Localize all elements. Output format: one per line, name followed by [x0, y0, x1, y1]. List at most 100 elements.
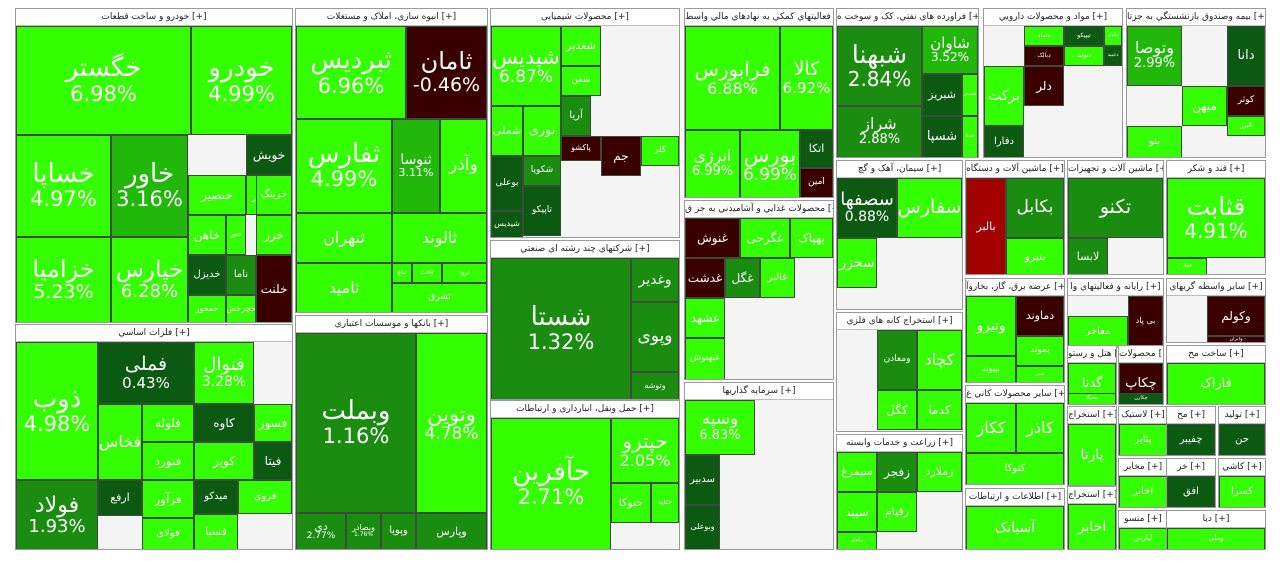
- sector-header[interactable]: فلزات اساسي [+]: [16, 325, 292, 342]
- stock-tile[interactable]: خاور 3.16%: [111, 135, 188, 237]
- sector-header[interactable]: فراورده هاي نفتي، کک و سوخت ه [+]: [837, 9, 978, 26]
- sector-header[interactable]: استخراج [+]: [1068, 487, 1116, 504]
- stock-tile[interactable]: بی پاد: [1128, 296, 1163, 346]
- stock-tile[interactable]: زقیام: [877, 492, 917, 532]
- stock-tile[interactable]: فولاد 1.93%: [16, 480, 98, 549]
- stock-tile[interactable]: دماوند: [1016, 296, 1064, 336]
- stock-tile[interactable]: خنصیر: [188, 175, 246, 215]
- stock-tile[interactable]: بنیرو: [1006, 238, 1064, 274]
- stock-tile[interactable]: دکوثر: [1104, 26, 1122, 46]
- stock-tile[interactable]: فسوز: [254, 404, 292, 442]
- sector-header[interactable]: منسو [+]: [1119, 511, 1167, 528]
- stock-tile[interactable]: خودرو 4.99%: [191, 26, 292, 135]
- stock-tile[interactable]: میهن: [1182, 86, 1227, 126]
- sector-header[interactable]: محصولات [+]: [1119, 346, 1163, 363]
- sector-header[interactable]: کاشي [+]: [1219, 459, 1265, 476]
- stock-tile[interactable]: ومعادن: [877, 330, 917, 390]
- stock-tile[interactable]: غشهد: [685, 298, 725, 338]
- stock-tile[interactable]: کلر: [641, 136, 679, 166]
- stock-tile[interactable]: قجار: [1167, 258, 1207, 274]
- stock-tile[interactable]: فیتا: [254, 442, 292, 480]
- stock-tile[interactable]: دتماد: [1024, 26, 1064, 46]
- stock-tile[interactable]: زملارد: [917, 452, 962, 492]
- sector-header[interactable]: خر [+]: [1167, 459, 1215, 476]
- stock-tile[interactable]: خچرخش: [226, 295, 256, 322]
- stock-tile[interactable]: وملی: [1167, 528, 1265, 549]
- stock-tile[interactable]: زکوثر: [837, 532, 877, 549]
- stock-tile[interactable]: غگل: [725, 258, 760, 298]
- sector-header[interactable]: ماشین آلات و تجهیزات [+]: [1068, 161, 1163, 178]
- stock-tile[interactable]: قثابت 4.91%: [1167, 178, 1265, 258]
- stock-tile[interactable]: وتوصا 2.99%: [1127, 26, 1182, 86]
- stock-tile[interactable]: وبوعلی: [685, 505, 720, 549]
- sector-header[interactable]: زراعت و خدمات وابسته [+]: [837, 435, 962, 452]
- sector-header[interactable]: بانکها و موسسات اعتباري [+]: [296, 316, 487, 333]
- stock-tile[interactable]: شراز 2.88%: [837, 106, 922, 157]
- sector-header[interactable]: شرکتهاي چند رشته اي صنعتي [+]: [491, 241, 679, 258]
- stock-tile[interactable]: فرآور: [142, 480, 194, 518]
- stock-tile[interactable]: وبملت 1.16%: [296, 333, 416, 513]
- stock-tile[interactable]: وپوی: [631, 302, 679, 372]
- sector-header[interactable]: عرضه برق، گاز، بخاروآ [+]: [966, 279, 1064, 296]
- stock-tile[interactable]: کوثر: [1227, 86, 1265, 116]
- stock-tile[interactable]: شفن: [561, 66, 601, 96]
- sector-header[interactable]: بیمه وصندوق بازنشستگي به جزتا [+]: [1127, 9, 1265, 26]
- stock-tile[interactable]: وغدیر: [631, 258, 679, 302]
- stock-tile[interactable]: وبصادر 1.76%: [346, 513, 381, 549]
- stock-tile[interactable]: دفارا: [984, 126, 1024, 157]
- stock-tile[interactable]: ثرود: [442, 263, 487, 283]
- sector-header[interactable]: سیمان، آهک و گچ [+]: [837, 161, 962, 178]
- sector-header[interactable]: دیا [+]: [1167, 511, 1265, 528]
- stock-tile[interactable]: کتوکا: [966, 453, 1064, 484]
- stock-tile[interactable]: سفارس: [897, 178, 962, 238]
- sector-header[interactable]: مح [+]: [1167, 407, 1215, 424]
- stock-tile[interactable]: ذوب 4.98%: [16, 342, 98, 480]
- sector-header[interactable]: انبوه سازي، املاک و مستغلات [+]: [296, 9, 487, 26]
- stock-tile[interactable]: وتوین 4.78%: [416, 333, 487, 513]
- stock-tile[interactable]: فولای: [142, 518, 194, 549]
- stock-tile[interactable]: وتوشه: [631, 372, 679, 399]
- stock-tile[interactable]: حآفرین 2.71%: [491, 418, 611, 549]
- sector-header[interactable]: محصولات غذايي و آشاميدني به جز ق [+]: [685, 201, 833, 218]
- stock-tile[interactable]: ثتهران: [296, 213, 392, 263]
- stock-tile[interactable]: شیدیس: [491, 211, 523, 237]
- stock-tile[interactable]: جم: [601, 136, 641, 176]
- stock-tile[interactable]: شبندر: [962, 74, 978, 116]
- stock-tile[interactable]: دلر: [1024, 66, 1064, 106]
- sector-header[interactable]: تولید [+]: [1219, 407, 1265, 424]
- stock-tile[interactable]: کویر: [194, 442, 254, 480]
- stock-tile[interactable]: حتاید: [651, 483, 679, 523]
- stock-tile[interactable]: پارتا: [1068, 424, 1116, 485]
- sector-header[interactable]: اطلاعات و ارتباطات [+]: [966, 489, 1064, 506]
- stock-tile[interactable]: سپید: [837, 492, 877, 532]
- stock-tile[interactable]: فملی 0.43%: [98, 342, 194, 404]
- stock-tile[interactable]: ککاز: [966, 403, 1016, 453]
- stock-tile[interactable]: بکابل: [1006, 178, 1064, 238]
- sector-header[interactable]: هتل و رستو [+]: [1068, 346, 1116, 363]
- stock-tile[interactable]: شسپا: [922, 116, 962, 157]
- stock-tile[interactable]: وکولم: [1207, 296, 1265, 336]
- stock-tile[interactable]: غگرجی: [740, 218, 790, 258]
- sector-header[interactable]: استخراج کانه هاي فلزي [+]: [837, 313, 962, 330]
- sector-header[interactable]: ماشین آلات و دستگاه [+]: [966, 161, 1064, 178]
- sector-header[interactable]: مواد و محصولات دارويي [+]: [984, 9, 1122, 26]
- stock-tile[interactable]: تاپیکو: [523, 186, 561, 236]
- sector-header[interactable]: استخراج [+]: [1068, 407, 1116, 424]
- sector-header[interactable]: حمل ونقل، انبارداري و ارتباطات [+]: [491, 401, 679, 418]
- stock-tile[interactable]: فنوال 3.28%: [194, 342, 254, 404]
- stock-tile[interactable]: خساپا 4.97%: [16, 135, 111, 237]
- stock-tile[interactable]: خرینگ: [256, 175, 292, 215]
- stock-tile[interactable]: غالبر: [760, 258, 795, 298]
- stock-tile[interactable]: بوعلی: [491, 156, 523, 211]
- stock-tile[interactable]: نوری: [523, 106, 561, 156]
- stock-tile[interactable]: اخابر: [1068, 504, 1116, 549]
- stock-tile[interactable]: وپویا: [381, 513, 416, 549]
- stock-tile[interactable]: خگستر 6.98%: [16, 26, 191, 135]
- sector-header[interactable]: سایر واسطه گریهاي [+]: [1167, 279, 1265, 296]
- stock-tile[interactable]: ثامید: [296, 263, 392, 312]
- sector-header[interactable]: سایر محصولات کاني غ [+]: [966, 386, 1064, 403]
- stock-tile[interactable]: بنو: [1127, 126, 1182, 157]
- stock-tile[interactable]: فنورد: [142, 442, 194, 480]
- stock-tile[interactable]: بپیوند: [966, 356, 1016, 382]
- stock-tile[interactable]: آریا: [561, 96, 591, 136]
